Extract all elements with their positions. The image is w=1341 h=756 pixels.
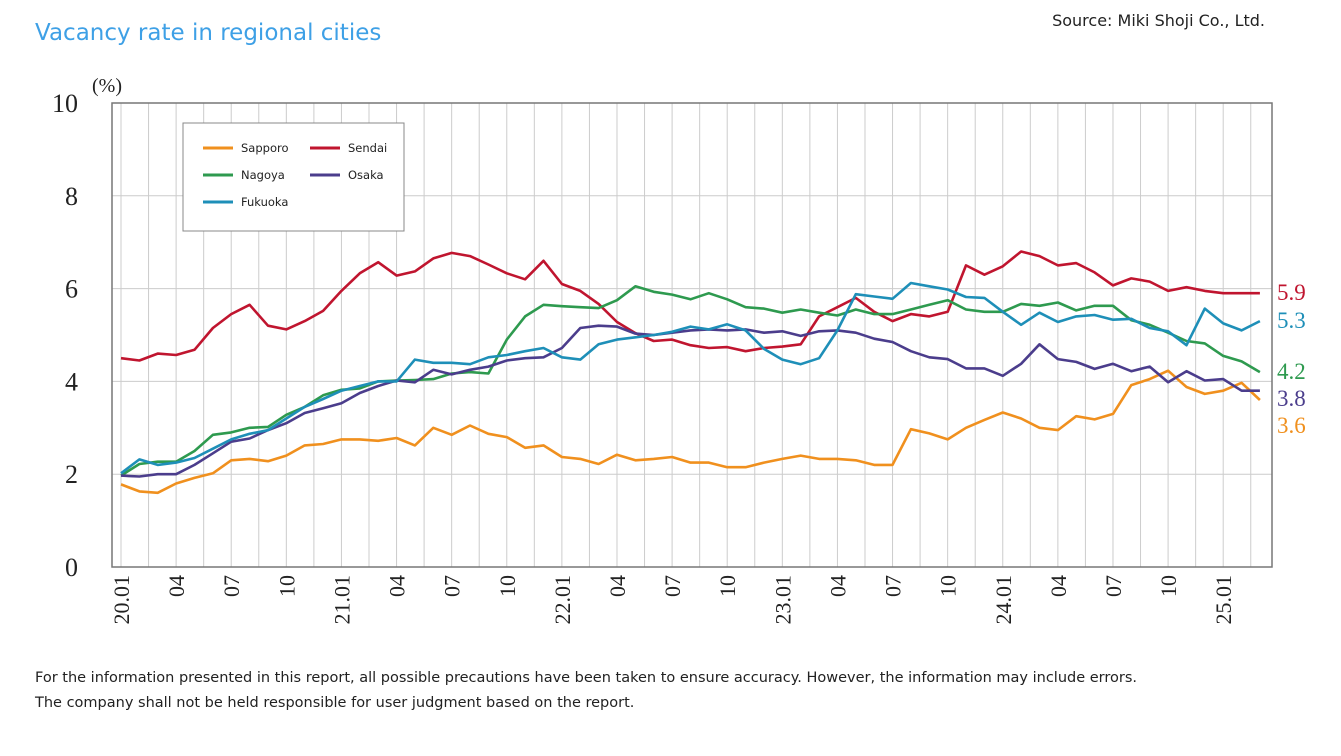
x-tick-label: 21.01 bbox=[329, 575, 354, 625]
x-tick-label: 10 bbox=[495, 575, 520, 597]
y-tick-label: 0 bbox=[65, 553, 78, 582]
y-tick-label: 6 bbox=[65, 275, 78, 304]
x-tick-label: 25.01 bbox=[1211, 575, 1236, 625]
chart-title: Vacancy rate in regional cities bbox=[35, 20, 381, 46]
x-tick-label: 07 bbox=[881, 575, 906, 597]
y-tick-label: 10 bbox=[52, 89, 78, 118]
end-label: 3.6 bbox=[1277, 413, 1306, 438]
source: Source: Miki Shoji Co., Ltd. bbox=[1052, 11, 1265, 30]
series-line bbox=[120, 369, 1261, 495]
legend-label: Sendai bbox=[348, 141, 387, 155]
x-tick-label: 07 bbox=[1101, 575, 1126, 597]
x-tick-label: 04 bbox=[385, 575, 410, 597]
x-tick-label: 04 bbox=[1046, 575, 1071, 597]
legend-label: Fukuoka bbox=[241, 195, 288, 209]
y-unit: (%) bbox=[92, 75, 122, 97]
x-tick-label: 07 bbox=[440, 575, 465, 597]
x-tick-label: 07 bbox=[660, 575, 685, 597]
x-tick-label: 10 bbox=[936, 575, 961, 597]
end-label: 5.9 bbox=[1277, 280, 1306, 305]
x-tick-label: 04 bbox=[605, 575, 630, 597]
series-line bbox=[120, 324, 1260, 478]
end-label: 3.8 bbox=[1277, 386, 1306, 411]
series-line bbox=[120, 250, 1260, 362]
x-tick-label: 24.01 bbox=[991, 575, 1016, 625]
legend-label: Sapporo bbox=[241, 141, 289, 155]
x-tick-label: 10 bbox=[274, 575, 299, 597]
end-label: 5.3 bbox=[1277, 308, 1306, 333]
end-label: 4.2 bbox=[1277, 359, 1306, 384]
y-tick-label: 2 bbox=[65, 460, 78, 489]
x-tick-label: 04 bbox=[164, 575, 189, 597]
series-line bbox=[120, 281, 1261, 475]
y-tick-label: 8 bbox=[65, 182, 78, 211]
legend-label: Nagoya bbox=[241, 168, 285, 182]
x-tick-label: 20.01 bbox=[109, 575, 134, 625]
x-tick-label: 10 bbox=[1156, 575, 1181, 597]
x-tick-label: 04 bbox=[825, 575, 850, 597]
x-tick-label: 23.01 bbox=[770, 575, 795, 625]
plot-frame bbox=[111, 102, 1273, 568]
legend-label: Osaka bbox=[348, 168, 384, 182]
x-tick-label: 07 bbox=[219, 575, 244, 597]
note: The company shall not be held responsibl… bbox=[34, 695, 634, 711]
note: For the information presented in this re… bbox=[35, 670, 1137, 686]
y-tick-label: 4 bbox=[65, 367, 78, 396]
x-tick-label: 22.01 bbox=[550, 575, 575, 625]
legend-box bbox=[182, 122, 405, 232]
x-tick-label: 10 bbox=[715, 575, 740, 597]
